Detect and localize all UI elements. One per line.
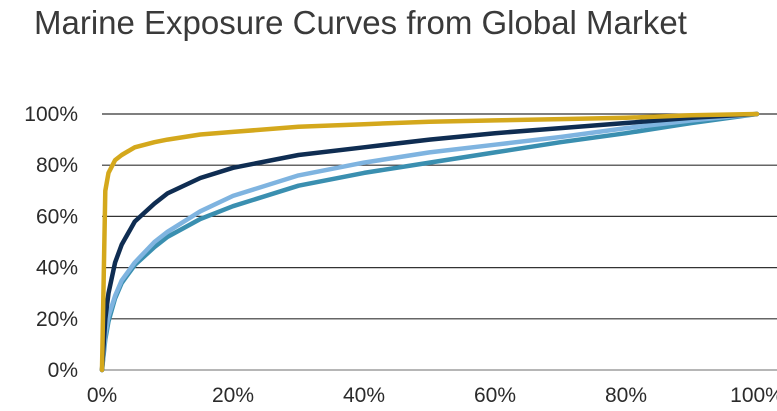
y-tick-label: 40% xyxy=(36,257,78,280)
series-group xyxy=(99,111,760,373)
x-tick-label: 80% xyxy=(605,384,647,407)
x-tick-label: 40% xyxy=(343,384,385,407)
series-line-2 xyxy=(99,111,760,373)
x-tick-label: 60% xyxy=(474,384,516,407)
chart-title: Marine Exposure Curves from Global Marke… xyxy=(34,4,687,41)
y-tick-label: 100% xyxy=(24,103,78,126)
x-axis-ticks: 0% 20% 40% 60% 80% 100% xyxy=(87,384,777,407)
y-tick-label: 80% xyxy=(36,154,78,177)
x-tick-label: 100% xyxy=(730,384,777,407)
y-tick-label: 60% xyxy=(36,205,78,228)
y-axis-ticks: 0% 20% 40% 60% 80% 100% xyxy=(24,103,78,382)
y-tick-label: 0% xyxy=(48,359,78,382)
x-tick-label: 0% xyxy=(87,384,117,407)
y-tick-label: 20% xyxy=(36,308,78,331)
gridlines xyxy=(102,113,777,371)
x-tick-label: 20% xyxy=(212,384,254,407)
series-line-3 xyxy=(99,111,760,373)
series-line-1 xyxy=(99,111,760,373)
